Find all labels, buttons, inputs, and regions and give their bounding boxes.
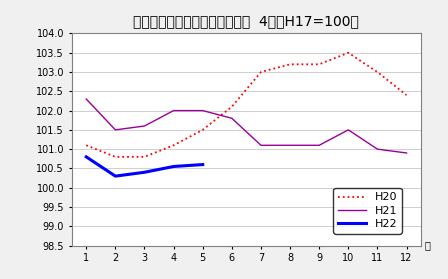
H21: [288, 144, 293, 147]
H20: [316, 63, 322, 66]
H21: [142, 124, 147, 128]
H20: [83, 144, 89, 147]
H22: [171, 165, 176, 168]
H21: [346, 128, 351, 131]
H20: [288, 63, 293, 66]
H21: [316, 144, 322, 147]
H21: [83, 97, 89, 101]
H20: [258, 70, 263, 74]
H21: [375, 148, 380, 151]
H22: [200, 163, 205, 166]
H22: [142, 170, 147, 174]
Line: H21: H21: [86, 99, 406, 153]
Title: 生鮮食品を除く総合指数の動き  4市（H17=100）: 生鮮食品を除く総合指数の動き 4市（H17=100）: [134, 14, 359, 28]
Line: H20: H20: [86, 53, 406, 157]
H20: [229, 105, 235, 109]
H21: [404, 151, 409, 155]
Legend: H20, H21, H22: H20, H21, H22: [333, 188, 401, 234]
H22: [83, 155, 89, 158]
H20: [346, 51, 351, 54]
H22: [113, 174, 118, 178]
H20: [404, 93, 409, 97]
H21: [200, 109, 205, 112]
H21: [113, 128, 118, 131]
H21: [171, 109, 176, 112]
Text: 月: 月: [425, 240, 431, 251]
H21: [229, 117, 235, 120]
H20: [113, 155, 118, 158]
Line: H22: H22: [86, 157, 202, 176]
H20: [375, 70, 380, 74]
H21: [258, 144, 263, 147]
H20: [142, 155, 147, 158]
H20: [200, 128, 205, 131]
H20: [171, 144, 176, 147]
